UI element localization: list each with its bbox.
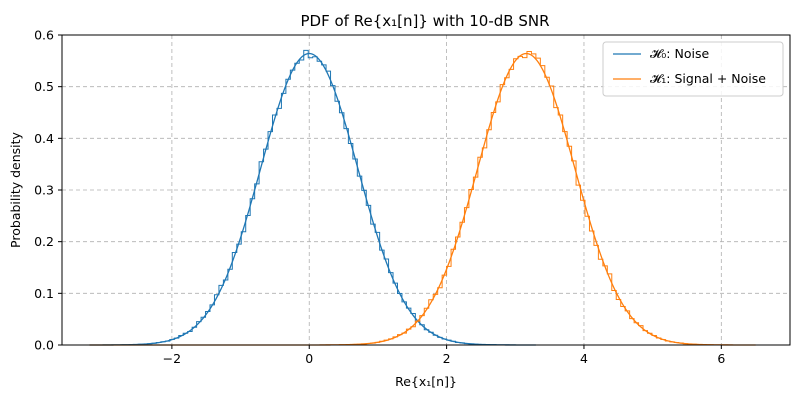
x-axis-label: Re{x₁[n]} xyxy=(395,374,457,389)
legend: 𝓗₀: Noise 𝓗₁: Signal + Noise xyxy=(602,41,784,97)
legend-label-noise: 𝓗₀: Noise xyxy=(650,46,709,61)
x-tick-label: 2 xyxy=(443,351,451,366)
legend-label-signal-noise: 𝓗₁: Signal + Noise xyxy=(650,71,766,86)
x-tick-label: 4 xyxy=(580,351,588,366)
y-tick-label: 0.5 xyxy=(34,79,54,94)
x-tick-label: 6 xyxy=(717,351,725,366)
y-tick-label: 0.6 xyxy=(34,28,54,43)
pdf-line-noise xyxy=(89,52,536,346)
axis-ticks: −2 0 2 4 6 0.0 0.1 0.2 0.3 0.4 0.5 0.6 xyxy=(34,28,725,367)
y-tick-label: 0.0 xyxy=(34,338,54,353)
y-tick-label: 0.3 xyxy=(34,183,54,198)
y-tick-label: 0.4 xyxy=(34,131,54,146)
legend-box xyxy=(602,41,784,97)
x-tick-label: −2 xyxy=(163,351,181,366)
x-tick-label: 0 xyxy=(305,351,313,366)
y-tick-label: 0.2 xyxy=(34,234,54,249)
y-tick-label: 0.1 xyxy=(34,286,54,301)
chart-title: PDF of Re{x₁[n]} with 10-dB SNR xyxy=(301,12,550,30)
y-axis-label: Probability density xyxy=(8,131,23,247)
